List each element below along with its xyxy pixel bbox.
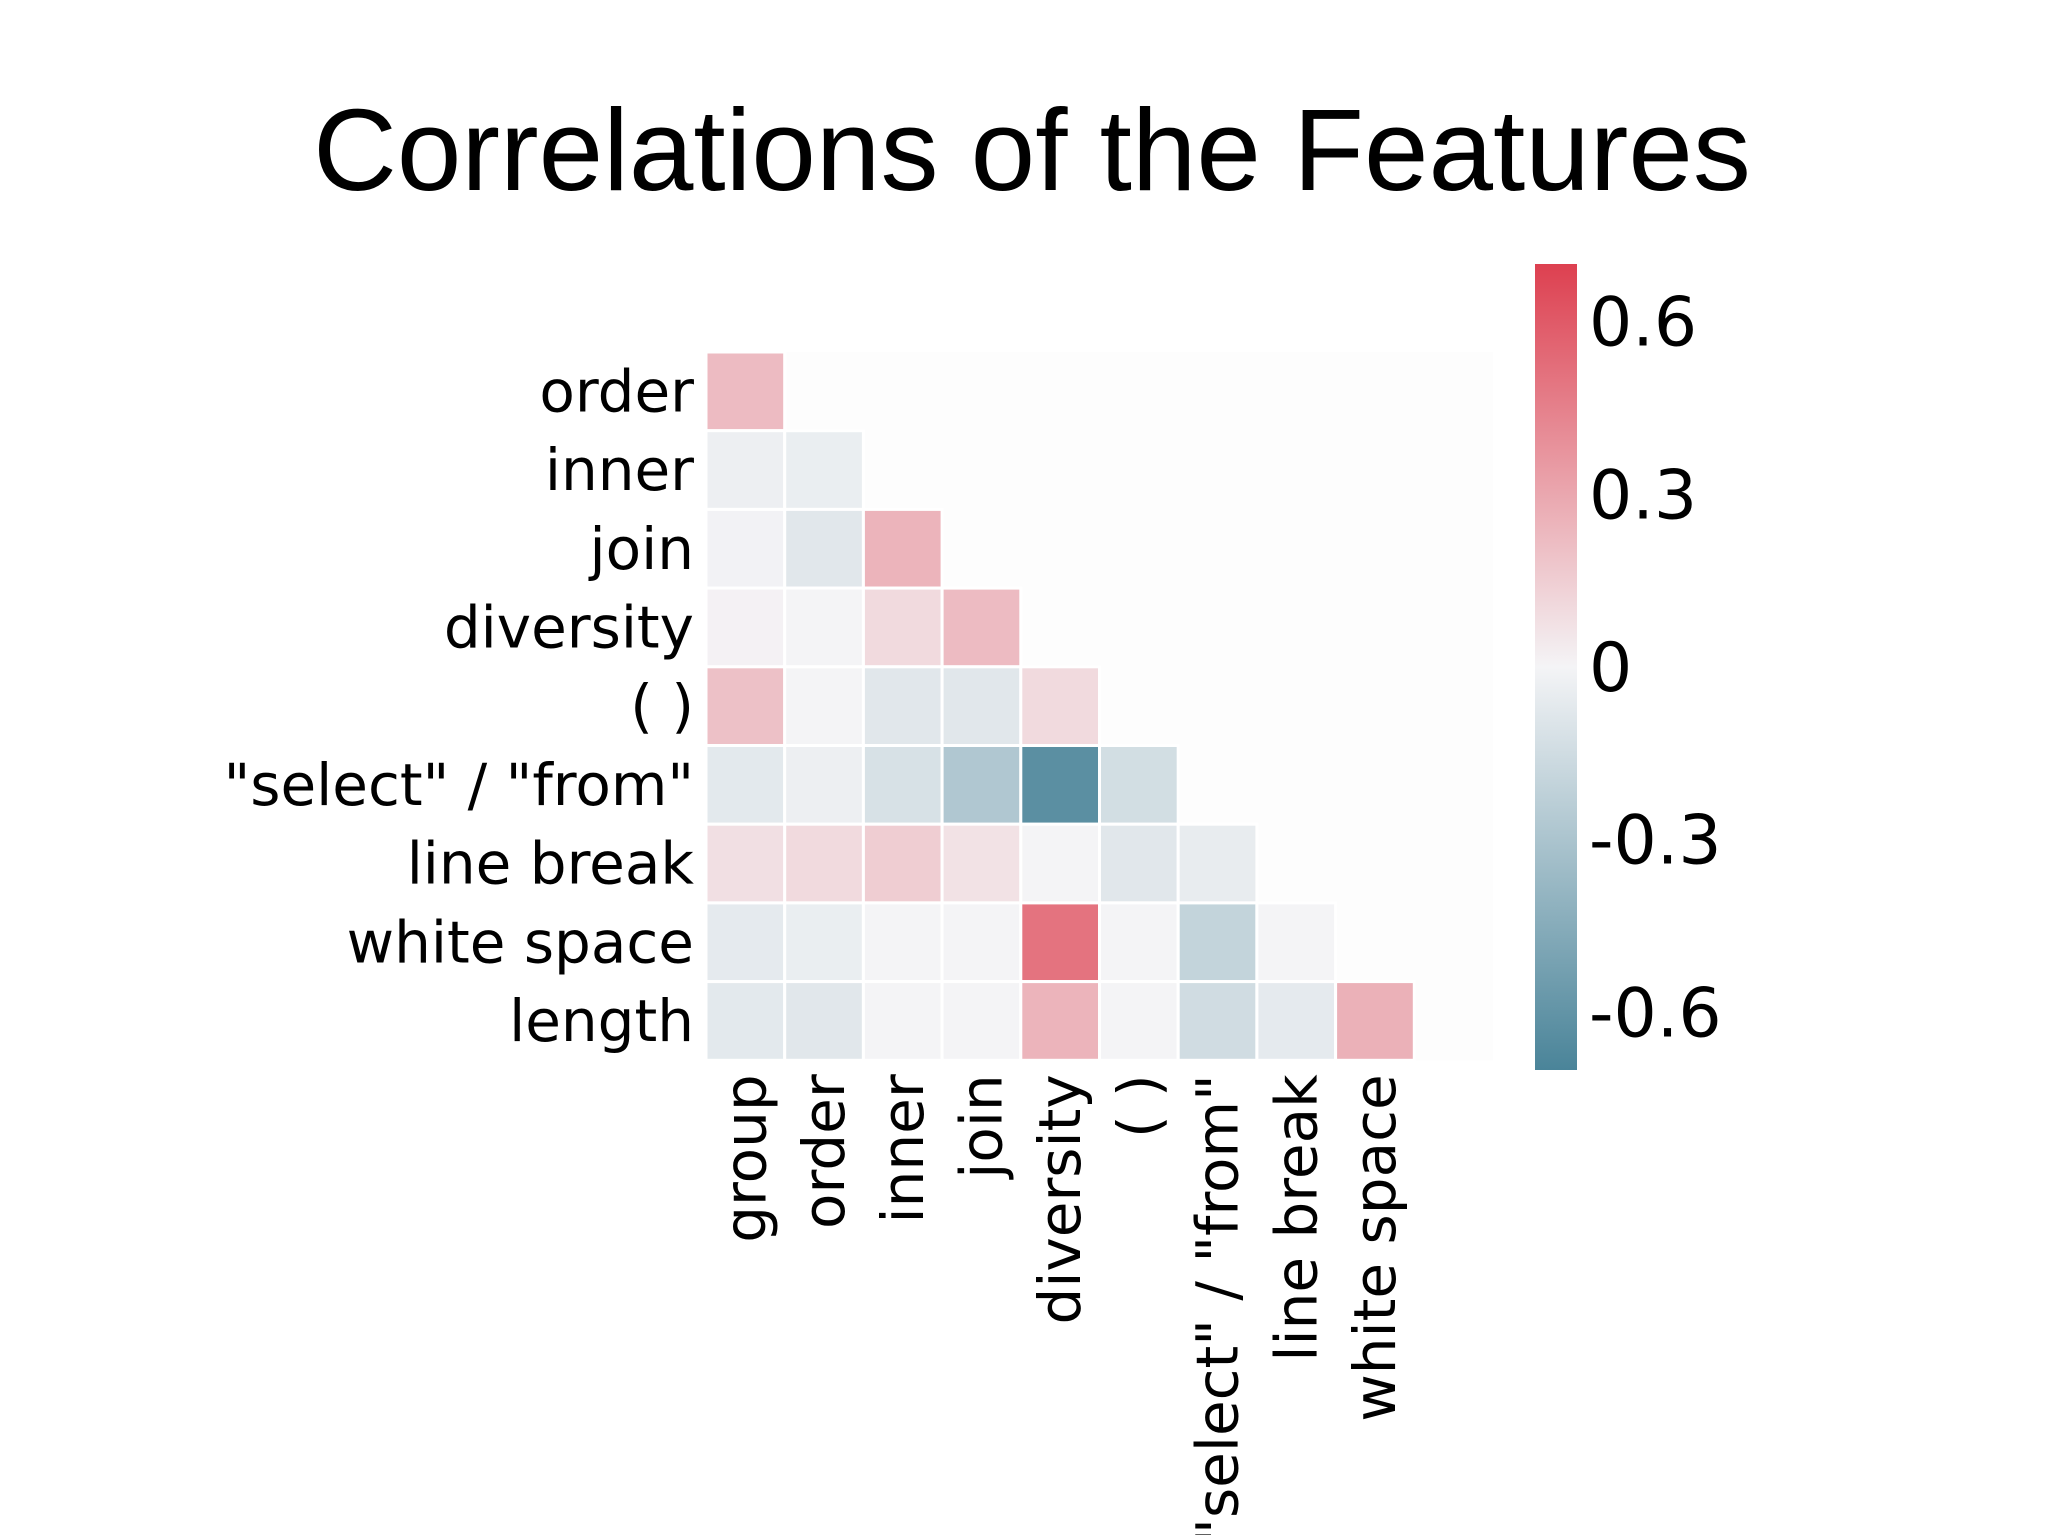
heatmap-cell <box>861 586 944 669</box>
heatmap-cell <box>783 744 865 826</box>
column-tick-label: line break <box>1262 1074 1330 1362</box>
heatmap-cells <box>704 350 1416 1062</box>
colorbar-tick-label: 0 <box>1589 629 1632 708</box>
row-tick-label: inner <box>545 436 694 504</box>
column-tick-label: diversity <box>1026 1074 1094 1324</box>
row-tick-label: line break <box>407 830 695 898</box>
heatmap-cell <box>1098 822 1180 905</box>
colorbar-tick-labels: 0.6 0.3 0 -0.3 -0.6 <box>1589 284 1722 1054</box>
colorbar-tick-label: -0.6 <box>1589 974 1722 1053</box>
heatmap-cell <box>940 744 1023 826</box>
heatmap-cell <box>783 980 865 1062</box>
heatmap-cell <box>861 507 944 590</box>
colorbar-tick-label: -0.3 <box>1589 802 1722 881</box>
heatmap-cell <box>1019 822 1101 905</box>
heatmap-cell <box>1255 980 1338 1062</box>
heatmap-cell <box>704 350 787 433</box>
heatmap-cell <box>1098 901 1180 984</box>
colorbar-bar <box>1535 264 1577 1070</box>
column-tick-label: order <box>790 1074 858 1229</box>
row-tick-label: "select" / "from" <box>224 751 694 819</box>
heatmap-cell <box>704 822 787 905</box>
heatmap-cell <box>1098 744 1180 826</box>
heatmap-cell <box>1176 980 1259 1062</box>
heatmap-cell <box>1255 901 1338 984</box>
heatmap-cell <box>783 429 865 511</box>
heatmap-cell <box>783 507 865 590</box>
heatmap-cell <box>1019 901 1101 984</box>
column-tick-label: join <box>948 1074 1016 1180</box>
heatmap-cell <box>1176 822 1259 905</box>
row-tick-label: order <box>539 357 694 425</box>
heatmap-cell <box>783 586 865 669</box>
heatmap-cell <box>861 665 944 747</box>
chart-title: Correlations of the Features <box>313 85 1751 215</box>
heatmap-cell <box>704 980 787 1062</box>
row-tick-label: join <box>588 515 694 583</box>
row-tick-label: white space <box>347 908 694 976</box>
heatmap-cell <box>861 980 944 1062</box>
heatmap-cell <box>704 901 787 984</box>
column-tick-label: inner <box>869 1074 937 1223</box>
colorbar-tick-label: 0.6 <box>1589 284 1697 363</box>
colorbar: 0.6 0.3 0 -0.3 -0.6 <box>1535 264 1722 1070</box>
heatmap-cell <box>1098 980 1180 1062</box>
column-tick-label: "select" / "from" <box>1184 1074 1252 1535</box>
heatmap-cell <box>704 507 787 590</box>
colorbar-tick-label: 0.3 <box>1589 456 1697 535</box>
heatmap-cell <box>861 822 944 905</box>
heatmap-cell <box>783 822 865 905</box>
heatmap-cell <box>861 744 944 826</box>
heatmap-cell <box>704 744 787 826</box>
heatmap-cell <box>1334 980 1416 1062</box>
heatmap-cell <box>940 980 1023 1062</box>
heatmap-cell <box>940 665 1023 747</box>
heatmap-cell <box>783 901 865 984</box>
heatmap-cell <box>704 665 787 747</box>
heatmap-cell <box>704 586 787 669</box>
row-tick-label: diversity <box>444 594 694 662</box>
heatmap-cell <box>783 665 865 747</box>
heatmap-cell <box>1019 744 1101 826</box>
row-tick-label: ( ) <box>630 672 694 740</box>
heatmap-cell <box>940 822 1023 905</box>
column-tick-label: ( ) <box>1105 1074 1173 1138</box>
column-tick-label: group <box>711 1074 779 1242</box>
heatmap-cell <box>704 429 787 511</box>
row-labels: order inner join diversity ( ) "select" / "fr… <box>224 357 695 1055</box>
heatmap-cell <box>1019 665 1101 747</box>
row-tick-label: length <box>509 987 694 1055</box>
heatmap-cell <box>1019 980 1101 1062</box>
column-tick-label: white space <box>1341 1074 1409 1421</box>
heatmap-cell <box>940 901 1023 984</box>
heatmap-cell <box>861 901 944 984</box>
heatmap-cell <box>1176 901 1259 984</box>
heatmap-cell <box>940 586 1023 669</box>
column-labels: group order inner join diversity( ) "select" … <box>711 1074 1409 1539</box>
